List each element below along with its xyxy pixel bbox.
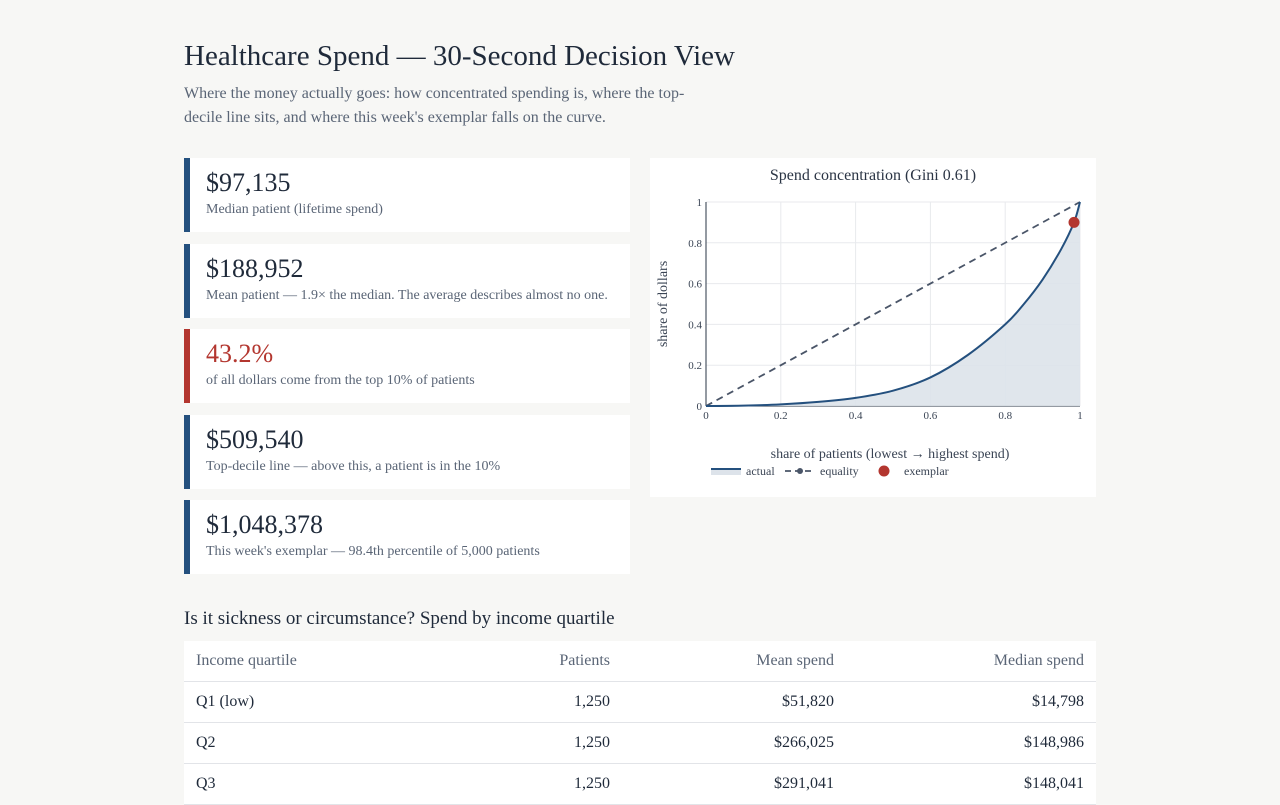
x-tick-label: 0.8 — [998, 410, 1012, 422]
kpi-value: $188,952 — [206, 254, 304, 283]
legend-label-equality: equality — [820, 464, 859, 478]
y-tick-label: 0.2 — [688, 360, 702, 372]
actual-line — [705, 201, 1081, 407]
kpi-card-median: $97,135 Median patient (lifetime spend) — [184, 158, 630, 232]
table-row: Q1 (low) 1,250 $51,820 $14,798 — [184, 681, 1096, 723]
x-tick-label: 0 — [703, 410, 709, 422]
column-header: Income quartile — [184, 641, 408, 682]
y-axis-label: share of dollars — [656, 261, 671, 347]
table-cell: 1,250 — [408, 681, 622, 723]
x-tick-label: 0.2 — [774, 410, 788, 422]
kpi-card-mean: $188,952 Mean patient — 1.9× the median.… — [184, 244, 630, 318]
kpi-value: 43.2% — [206, 339, 274, 368]
x-tick-label: 0.4 — [849, 410, 863, 422]
legend-swatch-actual-fill — [711, 469, 741, 475]
table-cell: $51,820 — [622, 681, 846, 723]
kpi-value: $1,048,378 — [206, 510, 323, 539]
kpi-value: $97,135 — [206, 168, 291, 197]
table-cell: 1,250 — [408, 763, 622, 805]
y-tick-label: 1 — [697, 197, 703, 209]
kpi-label: This week's exemplar — 98.4th percentile… — [206, 544, 540, 559]
x-tick-label: 0.6 — [924, 410, 938, 422]
column-header: Mean spend — [622, 641, 846, 682]
section-title: Is it sickness or circumstance? Spend by… — [184, 608, 615, 629]
table-header-row: Income quartile Patients Mean spend Medi… — [184, 641, 1096, 682]
legend-swatch-exemplar — [878, 465, 890, 477]
exemplar-point — [1068, 216, 1080, 228]
lorenz-chart: Spend concentration (Gini 0.61) 0 0.2 0.4 0… — [656, 167, 1083, 478]
table-cell: $266,025 — [622, 722, 846, 764]
income-quartile-table: Income quartile Patients Mean spend Medi… — [184, 641, 1096, 805]
kpi-label: Median patient (lifetime spend) — [206, 202, 383, 217]
table-cell: 1,250 — [408, 722, 622, 764]
table-cell: $291,041 — [622, 763, 846, 805]
x-tick-label: 1 — [1077, 410, 1083, 422]
table-cell: Q3 — [184, 763, 408, 805]
table-cell: Q2 — [184, 722, 408, 764]
table-cell: $148,041 — [846, 763, 1096, 805]
legend-label-actual: actual — [746, 464, 775, 478]
kpi-label: of all dollars come from the top 10% of … — [206, 373, 475, 388]
column-header: Patients — [408, 641, 622, 682]
lorenz-chart-card: Spend concentration (Gini 0.61) 0 0.2 0.4 0… — [650, 158, 1096, 497]
actual-area — [706, 202, 1080, 406]
column-header: Median spend — [846, 641, 1096, 682]
kpi-value: $509,540 — [206, 425, 304, 454]
page-title: Healthcare Spend — 30-Second Decision Vi… — [184, 40, 735, 72]
table-cell: $14,798 — [846, 681, 1096, 723]
legend-swatch-equality-dot — [797, 468, 803, 474]
table-cell: Q1 (low) — [184, 681, 408, 723]
table-row: Q3 1,250 $291,041 $148,041 — [184, 763, 1096, 805]
kpi-label: Top-decile line — above this, a patient … — [206, 459, 501, 474]
kpi-card-top-decile-line: $509,540 Top-decile line — above this, a… — [184, 415, 630, 489]
x-axis-label: share of patients (lowest → highest spen… — [771, 447, 1010, 462]
kpi-card-exemplar: $1,048,378 This week's exemplar — 98.4th… — [184, 500, 630, 574]
kpi-label: Mean patient — 1.9× the median. The aver… — [206, 288, 608, 303]
y-tick-label: 0.4 — [688, 319, 702, 331]
y-tick-label: 0.6 — [688, 279, 702, 291]
legend-label-exemplar: exemplar — [904, 464, 949, 478]
y-tick-label: 0 — [697, 401, 703, 413]
y-tick-label: 0.8 — [688, 238, 702, 250]
table-cell: $148,986 — [846, 722, 1096, 764]
page-subtitle: Where the money actually goes: how conce… — [184, 85, 685, 126]
table-row: Q2 1,250 $266,025 $148,986 — [184, 722, 1096, 764]
chart-title: Spend concentration (Gini 0.61) — [770, 167, 976, 184]
kpi-card-top-decile-share: 43.2% of all dollars come from the top 1… — [184, 329, 630, 403]
